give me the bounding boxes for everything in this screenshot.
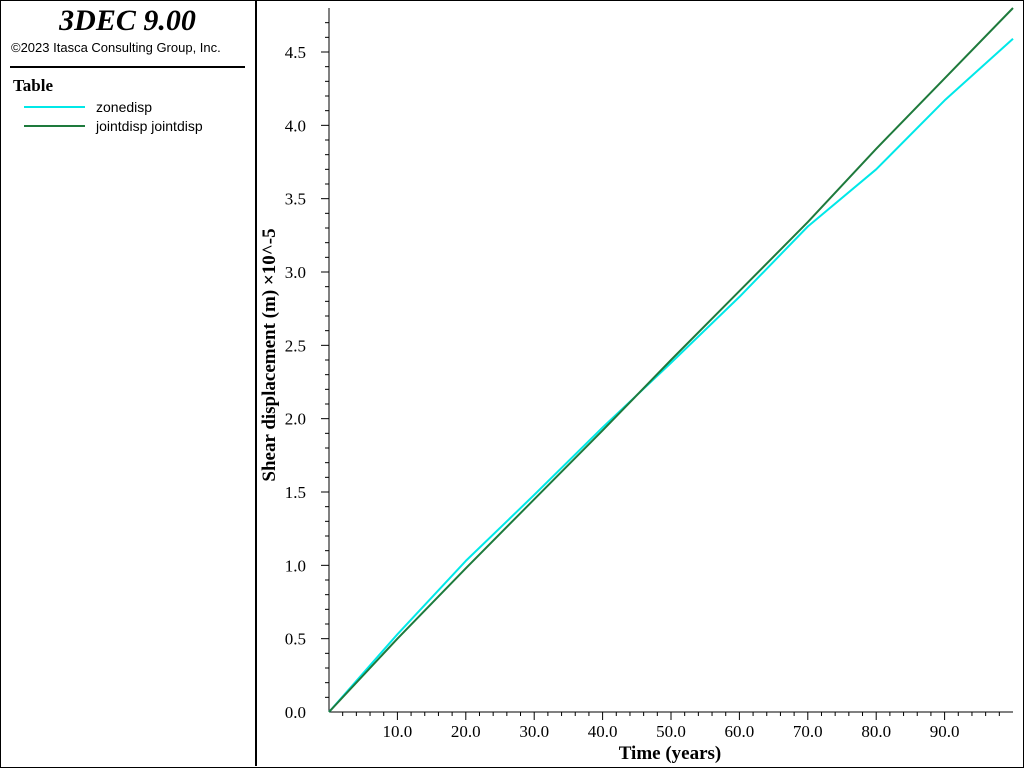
copyright-notice: ©2023 Itasca Consulting Group, Inc. (11, 40, 221, 55)
y-tick-label: 1.0 (285, 556, 306, 575)
series-line-jointdisp (328, 7, 1014, 713)
x-tick-label: 70.0 (793, 722, 823, 741)
y-tick-label: 0.0 (285, 703, 306, 722)
chart-series (328, 7, 1014, 713)
x-tick-label: 80.0 (861, 722, 891, 741)
legend-label-jointdisp: jointdisp jointdisp (96, 118, 203, 134)
x-tick-label: 20.0 (451, 722, 481, 741)
y-tick-label: 1.5 (285, 483, 306, 502)
y-tick-label: 2.5 (285, 336, 306, 355)
title-divider (10, 66, 245, 68)
y-axis-title: Shear displacement (m) ×10^-5 (259, 228, 280, 481)
x-tick-label: 10.0 (383, 722, 413, 741)
y-tick-label: 0.5 (285, 630, 306, 649)
series-line-zonedisp (328, 38, 1014, 713)
chart-plot: 10.0 20.0 30.0 40.0 50.0 60.0 70.0 80.0 90.0 0.0… (259, 7, 1014, 764)
legend-panel: 3DEC 9.00 ©2023 Itasca Consulting Group,… (0, 0, 257, 766)
x-tick-label: 60.0 (725, 722, 755, 741)
x-axis-ticks: 10.0 20.0 30.0 40.0 50.0 60.0 70.0 80.0 90.0 (342, 712, 1000, 741)
x-tick-label: 90.0 (930, 722, 960, 741)
app-title: 3DEC 9.00 (59, 4, 196, 37)
y-tick-label: 4.5 (285, 43, 306, 62)
legend-item-zonedisp: zonedisp (0, 98, 255, 116)
y-axis-ticks: 0.0 0.5 1.0 1.5 2.0 2.5 3.0 3.5 4.0 4.5 (285, 22, 329, 722)
x-axis-title: Time (years) (619, 743, 722, 764)
legend-swatch-jointdisp (24, 125, 85, 127)
y-tick-label: 2.0 (285, 410, 306, 429)
y-tick-label: 4.0 (285, 116, 306, 135)
legend-item-jointdisp: jointdisp jointdisp (0, 117, 255, 135)
legend-label-zonedisp: zonedisp (96, 99, 153, 115)
legend-swatch-zonedisp (24, 106, 85, 108)
y-tick-label: 3.5 (285, 190, 306, 209)
legend-heading: Table (13, 76, 54, 95)
x-tick-label: 40.0 (588, 722, 618, 741)
y-tick-label: 3.0 (285, 263, 306, 282)
x-tick-label: 30.0 (519, 722, 549, 741)
x-tick-label: 50.0 (656, 722, 686, 741)
